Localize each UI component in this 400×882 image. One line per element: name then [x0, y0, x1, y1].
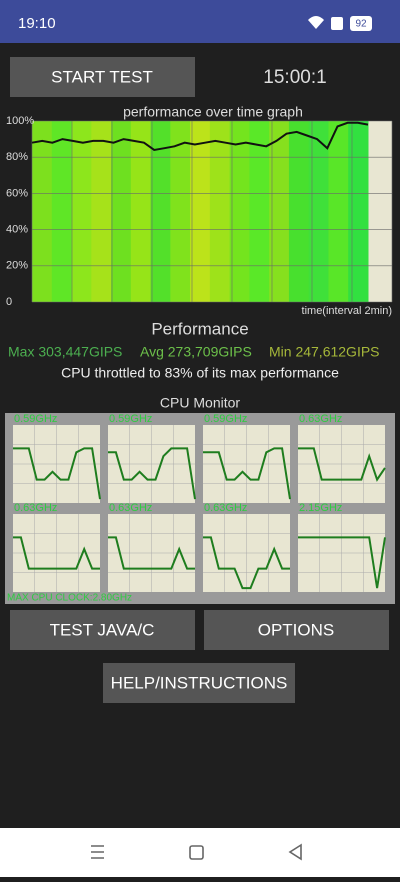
- bar-stripe: [288, 121, 310, 302]
- timer: 15:00:1: [263, 67, 326, 88]
- core-line: [203, 447, 291, 500]
- bar-stripe: [71, 121, 92, 302]
- core-line: [298, 447, 386, 482]
- home-button[interactable]: [189, 845, 204, 860]
- throttle-text: CPU throttled to 83% of its max performa…: [61, 365, 339, 381]
- options-button[interactable]: [204, 610, 389, 650]
- performance-heading: Performance: [151, 319, 248, 338]
- sim-icon: [331, 17, 343, 30]
- core-line: [298, 536, 386, 589]
- max-clock: MAX CPU CLOCK:2.80GHz: [7, 593, 132, 604]
- core-frequency: 0.63GHz: [299, 413, 342, 425]
- graph-title: performance over time graph: [123, 104, 303, 120]
- cpu-monitor-title: CPU Monitor: [160, 395, 240, 411]
- avg-stat: Avg 273,709GIPS: [140, 344, 252, 360]
- core-frequency: 0.59GHz: [109, 413, 152, 425]
- x-axis-label: time(interval 2min): [302, 305, 392, 317]
- clock: 19:10: [18, 15, 56, 32]
- bar-stripe: [229, 121, 250, 302]
- help-button[interactable]: [103, 663, 295, 703]
- max-stat: Max 303,447GIPS: [8, 344, 122, 360]
- y-tick-label: 0: [6, 296, 12, 308]
- test-button-label[interactable]: TEST JAVA/C: [50, 620, 155, 639]
- performance-line: [31, 121, 369, 152]
- bar-stripe: [190, 121, 211, 302]
- bar-stripe: [32, 121, 53, 302]
- bar-stripe: [328, 121, 349, 302]
- bar-stripe: [348, 121, 369, 302]
- bar-stripe: [209, 121, 231, 302]
- start-button-label[interactable]: START TEST: [51, 67, 153, 86]
- y-tick-label: 20%: [6, 260, 28, 272]
- help-button-label[interactable]: HELP/INSTRUCTIONS: [111, 673, 288, 692]
- start-button[interactable]: [10, 57, 195, 97]
- core-frequency: 0.63GHz: [14, 502, 57, 514]
- y-tick-label: 40%: [6, 224, 28, 236]
- options-button-label[interactable]: OPTIONS: [258, 620, 335, 639]
- core-line: [13, 536, 100, 570]
- core-line: [108, 447, 196, 500]
- bar-stripe: [150, 121, 171, 302]
- core-frequency: 0.59GHz: [14, 413, 57, 425]
- y-tick-label: 60%: [6, 187, 28, 199]
- core-line: [13, 447, 101, 500]
- core-line: [203, 536, 290, 590]
- y-tick-label: 80%: [6, 151, 28, 163]
- core-line: [108, 536, 195, 570]
- y-tick-label: 100%: [6, 115, 34, 127]
- bar-stripe: [51, 121, 73, 302]
- battery-level: 92: [355, 19, 367, 30]
- bar-stripe: [249, 121, 270, 302]
- core-frequency: 0.63GHz: [109, 502, 152, 514]
- bar-stripe: [91, 121, 112, 302]
- core-frequency: 2.15GHz: [299, 502, 342, 514]
- menu-button[interactable]: [91, 845, 104, 859]
- bar-stripe: [111, 121, 132, 302]
- test-button[interactable]: [10, 610, 195, 650]
- back-button[interactable]: [288, 843, 302, 861]
- battery-icon: [350, 16, 372, 31]
- core-frequency: 0.63GHz: [204, 502, 247, 514]
- bar-stripe: [269, 121, 290, 302]
- bar-stripe: [308, 121, 329, 302]
- nav-bar: [0, 828, 400, 877]
- bar-stripe: [130, 121, 152, 302]
- min-stat: Min 247,612GIPS: [269, 344, 380, 360]
- wifi-icon: [308, 16, 324, 29]
- bar-stripe: [170, 121, 191, 302]
- core-frequency: 0.59GHz: [204, 413, 247, 425]
